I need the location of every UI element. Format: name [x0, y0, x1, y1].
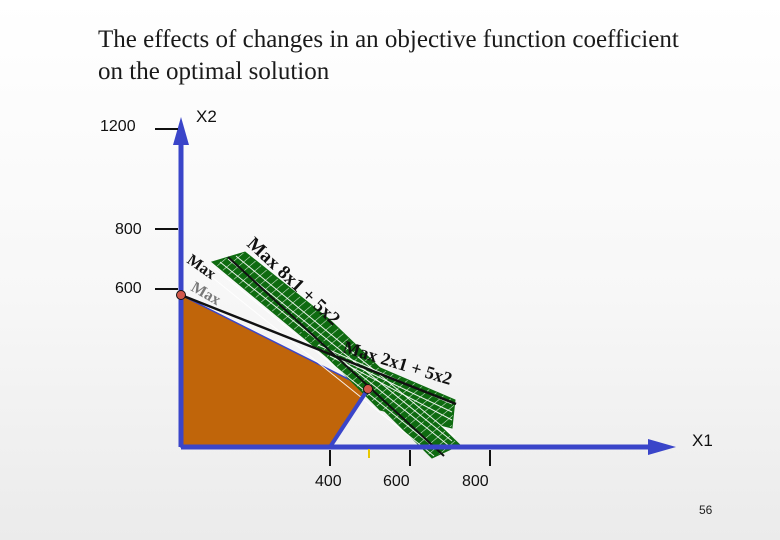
- constraint-segment: [328, 387, 370, 449]
- y-tick-label-1200: 1200: [100, 118, 136, 135]
- y-axis-arrow: [173, 117, 189, 145]
- title-line-1: The effects of changes in an objective f…: [98, 26, 679, 53]
- x-tick-label-600: 600: [383, 473, 410, 490]
- x-tick-label-800: 800: [462, 473, 489, 490]
- x-axis-label: X1: [692, 431, 713, 450]
- title-line-2: on the optimal solution: [98, 58, 330, 85]
- objective-line-steep: [227, 256, 445, 457]
- vertex-marker-optimal: [363, 384, 373, 394]
- objective-line-shallow: [180, 293, 457, 406]
- y-tick-label-800: 800: [115, 221, 142, 238]
- vertex-marker-y-intercept: [176, 290, 186, 300]
- slide-title: The effects of changes in an objective f…: [98, 24, 778, 88]
- x-tick-label-400: 400: [315, 473, 342, 490]
- page-number: 56: [699, 503, 713, 517]
- x-axis-arrow: [648, 439, 676, 455]
- y-tick-label-600: 600: [115, 280, 142, 297]
- y-axis-label: X2: [196, 107, 217, 126]
